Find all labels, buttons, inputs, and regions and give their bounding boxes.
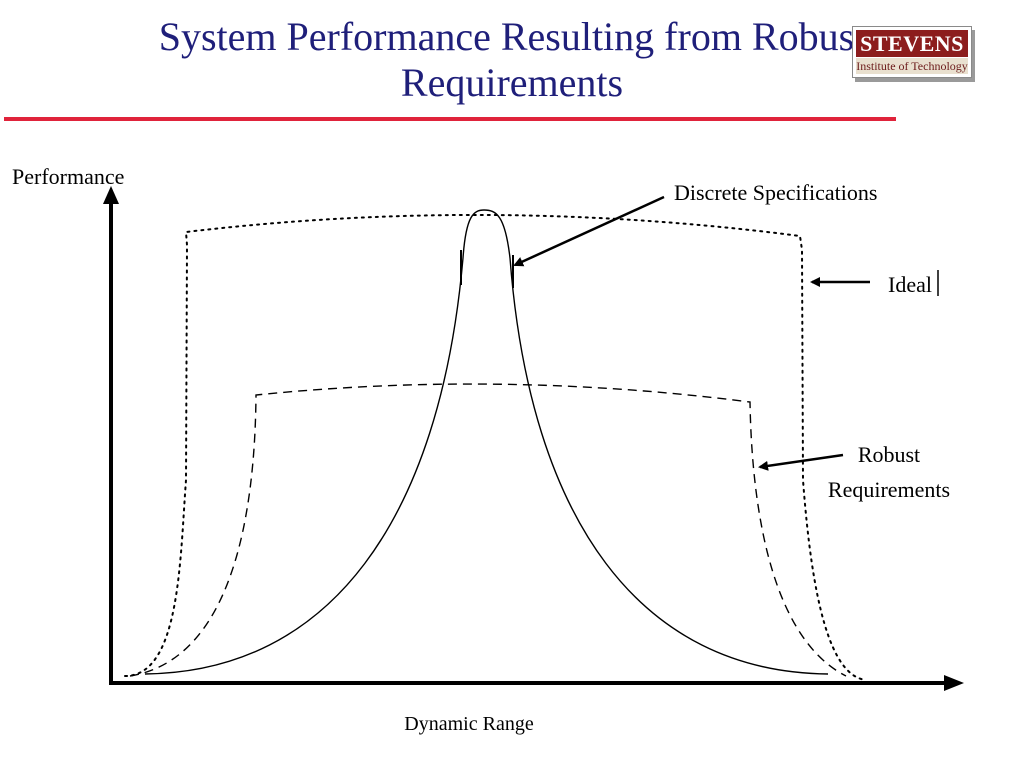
logo-name: STEVENS xyxy=(856,30,968,57)
logo-subtitle: Institute of Technology xyxy=(856,58,968,74)
y-axis-arrowhead xyxy=(103,186,119,204)
stevens-logo: STEVENS Institute of Technology xyxy=(852,26,972,78)
robust-callout-arrow xyxy=(758,453,844,471)
x-axis-label: Dynamic Range xyxy=(404,713,534,735)
title-line-1: System Performance Resulting from Robust xyxy=(158,14,866,59)
robust-label-line-1: Robust xyxy=(858,442,920,467)
robust-label-line-2: Requirements xyxy=(828,477,950,502)
robust-requirements-curve xyxy=(129,383,847,677)
ideal-curve xyxy=(124,213,867,681)
discrete-specifications-label: Discrete Specifications xyxy=(674,180,877,205)
y-axis-label: Performance xyxy=(12,164,124,189)
slide-title: System Performance Resulting from Robust… xyxy=(0,14,1024,106)
ideal-label: Ideal xyxy=(888,272,932,297)
discrete-specifications-curve xyxy=(144,209,829,675)
x-axis-arrowhead xyxy=(944,675,964,691)
title-divider xyxy=(4,117,896,121)
discrete-callout-arrow xyxy=(513,195,665,267)
title-line-2: Requirements xyxy=(400,60,624,105)
